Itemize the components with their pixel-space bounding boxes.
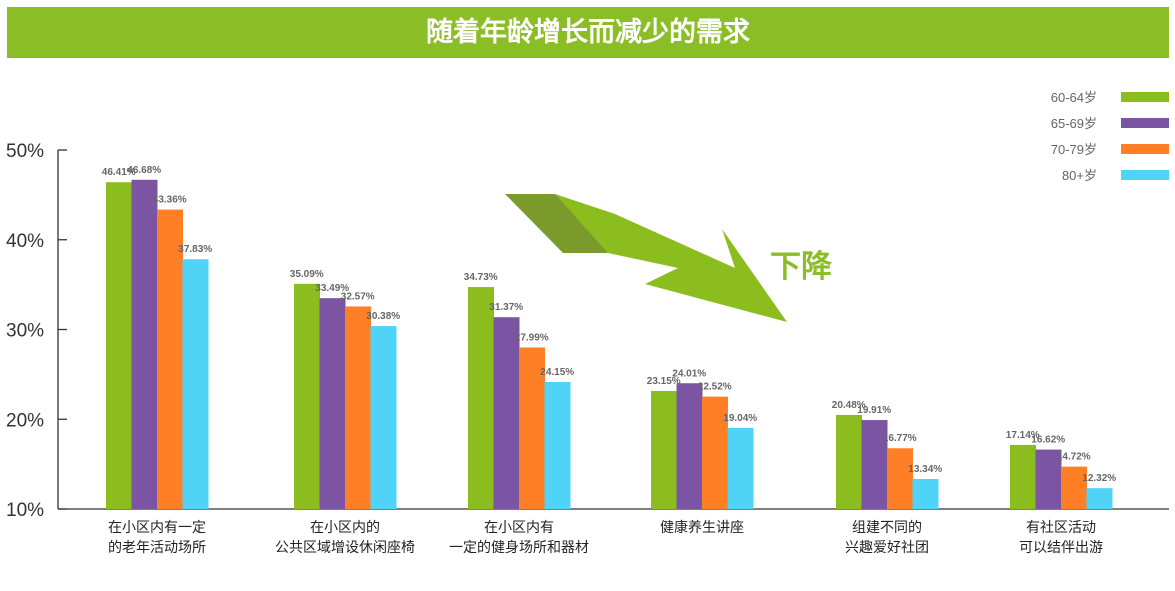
bar (106, 182, 132, 509)
decline-label: 下降 (770, 249, 833, 285)
y-tick-label: 30% (6, 321, 44, 342)
bar (519, 347, 545, 509)
category-label: 的老年活动场所 (108, 540, 206, 556)
data-label: 34.73% (464, 272, 498, 283)
legend: 60-64岁 65-69岁 70-79岁 80+岁 (1051, 90, 1169, 183)
category-label: 在小区内有一定 (108, 520, 206, 536)
data-label: 24.01% (672, 368, 706, 379)
data-label: 16.77% (883, 433, 917, 444)
data-label: 31.37% (489, 302, 523, 313)
data-label: 46.41% (102, 167, 136, 178)
data-label: 14.72% (1057, 452, 1091, 463)
data-label: 16.62% (1031, 435, 1065, 446)
bar (182, 259, 209, 509)
data-label: 13.34% (908, 464, 942, 475)
bar (157, 209, 183, 509)
legend-swatch (1121, 92, 1169, 102)
bar (912, 479, 939, 509)
data-label: 35.09% (290, 269, 324, 280)
bar (1086, 488, 1113, 509)
bar (861, 420, 888, 509)
bar (836, 414, 862, 509)
data-label: 43.36% (153, 195, 187, 206)
legend-label: 65-69岁 (1051, 116, 1097, 131)
decline-arrow: 下降 (505, 194, 833, 322)
category-label: 在小区内的 (310, 520, 380, 536)
legend-label: 80+岁 (1062, 168, 1097, 183)
category-label: 有社区活动 (1026, 520, 1096, 536)
category-label: 一定的健身场所和器材 (449, 540, 589, 556)
data-label: 12.32% (1082, 473, 1116, 484)
title-bar: 随着年龄增长而减少的需求 (7, 7, 1169, 58)
category-label: 可以结伴出游 (1019, 540, 1103, 556)
bar (651, 390, 677, 509)
bar (294, 283, 320, 509)
bar (1035, 449, 1062, 509)
data-label: 46.68% (127, 165, 161, 176)
bar (370, 326, 397, 509)
data-labels: 46.41% 35.09% 34.73% 23.15% 20.48% 17.14% 46.6… (102, 165, 1117, 484)
category-label: 兴趣爱好社团 (845, 540, 929, 556)
legend-label: 70-79岁 (1051, 142, 1097, 157)
data-label: 32.57% (341, 291, 375, 302)
bar (887, 448, 913, 509)
bars (106, 179, 1113, 509)
data-label: 24.15% (540, 367, 574, 378)
bar (676, 383, 703, 509)
bar (1010, 444, 1036, 509)
data-label: 37.83% (178, 244, 212, 255)
category-label: 组建不同的 (852, 520, 922, 536)
legend-swatch (1121, 170, 1169, 180)
bar (702, 396, 728, 509)
bar (345, 306, 371, 509)
axes: 50% 40% 30% 20% 10% (6, 141, 1169, 521)
y-tick-label: 50% (6, 141, 44, 162)
data-label: 33.49% (315, 283, 349, 294)
legend-swatch (1121, 144, 1169, 154)
bar (727, 427, 754, 509)
data-label: 23.15% (647, 376, 681, 387)
y-tick-label: 40% (6, 231, 44, 252)
bar (1061, 466, 1087, 509)
data-label: 19.91% (857, 405, 891, 416)
data-label: 22.52% (698, 382, 732, 393)
bar (131, 179, 158, 509)
category-label: 在小区内有 (484, 520, 554, 536)
y-tick-label: 20% (6, 410, 44, 431)
bar (544, 382, 571, 509)
bar (468, 287, 494, 509)
data-label: 27.99% (515, 333, 549, 344)
category-label: 健康养生讲座 (660, 519, 744, 536)
bar (493, 317, 520, 509)
data-label: 19.04% (723, 413, 757, 424)
data-label: 20.48% (832, 400, 866, 411)
legend-label: 60-64岁 (1051, 90, 1097, 105)
data-label: 17.14% (1006, 430, 1040, 441)
decline-arrow-head (555, 194, 787, 322)
data-label: 30.38% (366, 311, 400, 322)
y-tick-label: 10% (6, 500, 44, 521)
bar (319, 298, 346, 509)
category-label: 公共区域增设休闲座椅 (275, 540, 415, 556)
chart-title: 随着年龄增长而减少的需求 (426, 17, 750, 48)
legend-swatch (1121, 118, 1169, 128)
